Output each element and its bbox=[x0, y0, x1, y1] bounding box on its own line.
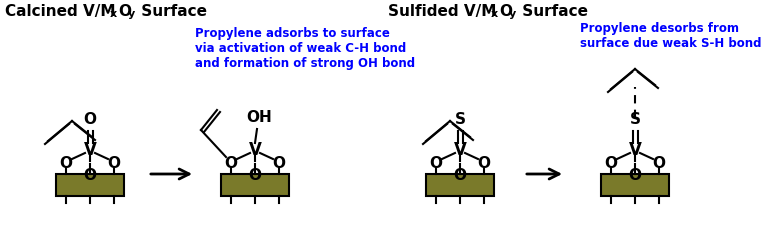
Text: O: O bbox=[273, 155, 286, 170]
Text: Surface: Surface bbox=[136, 4, 207, 19]
Text: Calcined V/M: Calcined V/M bbox=[5, 4, 115, 19]
Text: Surface: Surface bbox=[517, 4, 588, 19]
Text: x: x bbox=[491, 9, 498, 19]
Text: O: O bbox=[478, 155, 491, 170]
Text: O: O bbox=[118, 4, 131, 19]
Text: x: x bbox=[110, 9, 118, 19]
Text: O: O bbox=[249, 167, 261, 182]
Bar bbox=[56, 174, 124, 196]
Text: O: O bbox=[604, 155, 617, 170]
Text: O: O bbox=[653, 155, 666, 170]
Text: O: O bbox=[59, 155, 72, 170]
Text: O: O bbox=[628, 167, 641, 182]
Text: O: O bbox=[499, 4, 512, 19]
Text: OH: OH bbox=[246, 109, 272, 125]
Text: y: y bbox=[509, 9, 516, 19]
Bar bbox=[221, 174, 289, 196]
Text: y: y bbox=[128, 9, 135, 19]
Text: O: O bbox=[108, 155, 121, 170]
Text: V: V bbox=[84, 140, 97, 158]
Text: V: V bbox=[628, 140, 641, 158]
Text: O: O bbox=[453, 167, 466, 182]
Text: O: O bbox=[84, 167, 97, 182]
Text: V: V bbox=[454, 140, 466, 158]
Bar bbox=[426, 174, 494, 196]
Text: S: S bbox=[630, 112, 641, 126]
Text: Propylene adsorbs to surface
via activation of weak C-H bond
and formation of st: Propylene adsorbs to surface via activat… bbox=[195, 27, 415, 70]
Text: Propylene desorbs from
surface due weak S-H bond: Propylene desorbs from surface due weak … bbox=[580, 22, 762, 50]
Text: V: V bbox=[249, 140, 261, 158]
Bar bbox=[601, 174, 669, 196]
Text: S: S bbox=[455, 112, 465, 126]
Text: O: O bbox=[84, 112, 97, 126]
Text: Sulfided V/M: Sulfided V/M bbox=[388, 4, 496, 19]
Text: O: O bbox=[429, 155, 442, 170]
Text: O: O bbox=[224, 155, 237, 170]
